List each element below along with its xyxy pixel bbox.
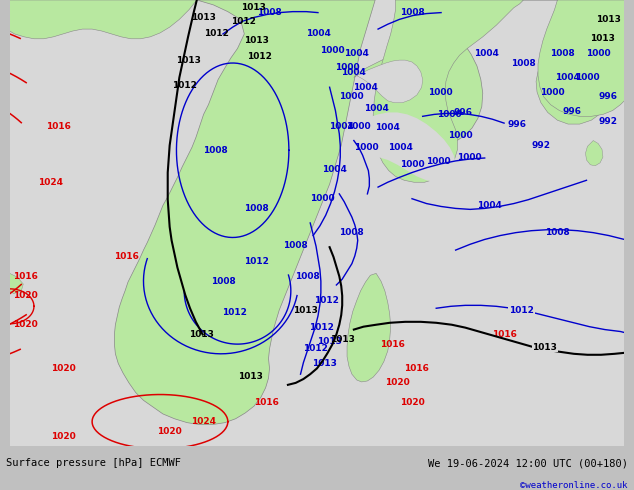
Text: 1000: 1000 <box>320 46 345 55</box>
Text: 1008: 1008 <box>339 228 363 237</box>
Text: 996: 996 <box>562 107 581 116</box>
Text: 1000: 1000 <box>437 110 462 119</box>
Text: 1013: 1013 <box>189 330 214 339</box>
Text: 1012: 1012 <box>245 257 269 266</box>
Text: 1016: 1016 <box>491 330 517 339</box>
Text: 1008: 1008 <box>550 49 574 58</box>
Text: ©weatheronline.co.uk: ©weatheronline.co.uk <box>520 481 628 490</box>
Text: 1004: 1004 <box>375 123 400 132</box>
Text: 1013: 1013 <box>313 359 337 368</box>
Text: 1012: 1012 <box>247 52 272 61</box>
Text: 1013: 1013 <box>245 36 269 45</box>
Text: Surface pressure [hPa] ECMWF: Surface pressure [hPa] ECMWF <box>6 458 181 468</box>
Text: 1012: 1012 <box>231 17 256 26</box>
Text: 1000: 1000 <box>339 93 363 101</box>
Text: 992: 992 <box>531 141 550 150</box>
Text: 1000: 1000 <box>586 49 611 58</box>
Polygon shape <box>586 141 603 166</box>
Text: 1000: 1000 <box>457 152 481 162</box>
Polygon shape <box>359 112 456 182</box>
Text: 992: 992 <box>598 117 618 125</box>
Text: 1008: 1008 <box>210 277 235 286</box>
Polygon shape <box>373 0 524 182</box>
Text: 1013: 1013 <box>590 34 616 43</box>
Text: 1020: 1020 <box>51 364 75 373</box>
Polygon shape <box>536 0 624 124</box>
Text: 1012: 1012 <box>222 308 247 317</box>
Text: 1000: 1000 <box>540 88 565 97</box>
Polygon shape <box>354 47 478 124</box>
Text: 1008: 1008 <box>283 241 308 250</box>
Text: 1008: 1008 <box>295 272 320 281</box>
Text: 1013: 1013 <box>533 343 557 351</box>
Text: 1020: 1020 <box>399 398 424 407</box>
Text: 1004: 1004 <box>353 83 378 92</box>
Text: 1004: 1004 <box>306 29 330 38</box>
Text: 1012: 1012 <box>302 344 328 353</box>
Text: 1016: 1016 <box>254 398 279 407</box>
Text: 1004: 1004 <box>344 49 369 58</box>
Polygon shape <box>10 0 197 39</box>
Text: 1024: 1024 <box>38 178 63 187</box>
Text: 1004: 1004 <box>555 73 579 82</box>
Text: 1016: 1016 <box>13 272 37 281</box>
Text: 1008: 1008 <box>203 146 228 155</box>
Text: 1004: 1004 <box>477 201 502 210</box>
Text: 1020: 1020 <box>13 320 37 329</box>
Text: 1000: 1000 <box>428 88 453 97</box>
Text: 1020: 1020 <box>13 291 37 300</box>
Text: 1013: 1013 <box>191 13 216 22</box>
Text: 1016: 1016 <box>380 340 405 348</box>
Text: 1008: 1008 <box>511 58 536 68</box>
Text: 996: 996 <box>454 108 473 117</box>
Polygon shape <box>495 0 624 116</box>
Text: 1024: 1024 <box>191 417 216 426</box>
Text: 1000: 1000 <box>575 73 600 82</box>
Text: 1004: 1004 <box>388 143 413 152</box>
Text: 1004: 1004 <box>474 49 499 58</box>
Text: 1020: 1020 <box>385 378 410 388</box>
Polygon shape <box>357 60 423 103</box>
Text: 1000: 1000 <box>354 143 378 152</box>
Text: 1000: 1000 <box>335 63 359 73</box>
Text: 1013: 1013 <box>597 15 621 24</box>
Text: 1013: 1013 <box>330 335 354 344</box>
Text: 996: 996 <box>598 93 618 101</box>
Text: 1008: 1008 <box>245 204 269 213</box>
Text: 1008: 1008 <box>399 8 424 17</box>
Text: 1016: 1016 <box>46 122 70 130</box>
Text: 1012: 1012 <box>172 81 197 90</box>
Text: 1004: 1004 <box>329 122 354 130</box>
Text: 1012: 1012 <box>309 323 334 332</box>
Polygon shape <box>347 273 391 382</box>
Text: 1000: 1000 <box>426 157 451 167</box>
Text: 1020: 1020 <box>157 427 182 436</box>
Text: 1012: 1012 <box>204 29 229 38</box>
Text: 1004: 1004 <box>322 165 347 174</box>
Text: 1008: 1008 <box>545 228 570 237</box>
Text: 1000: 1000 <box>309 194 334 203</box>
Text: 1013: 1013 <box>176 55 200 65</box>
Text: 1004: 1004 <box>364 104 389 113</box>
Text: 1016: 1016 <box>113 252 138 261</box>
Text: 1012: 1012 <box>314 296 339 305</box>
Text: 1013: 1013 <box>238 371 262 381</box>
Text: We 19-06-2024 12:00 UTC (00+180): We 19-06-2024 12:00 UTC (00+180) <box>428 458 628 468</box>
Text: 1000: 1000 <box>346 122 371 130</box>
Text: 1000: 1000 <box>399 160 424 169</box>
Text: 1004: 1004 <box>341 68 366 77</box>
Text: 1012: 1012 <box>509 306 534 315</box>
Polygon shape <box>10 273 23 294</box>
Text: 1013: 1013 <box>293 306 318 315</box>
Text: 1008: 1008 <box>257 8 282 17</box>
Polygon shape <box>114 0 375 424</box>
Text: 1020: 1020 <box>51 432 75 441</box>
Text: 1000: 1000 <box>448 131 473 140</box>
Text: 1013: 1013 <box>240 3 266 12</box>
Text: 1016: 1016 <box>404 364 429 373</box>
Text: 1013: 1013 <box>317 337 342 346</box>
Text: 996: 996 <box>507 120 526 128</box>
Polygon shape <box>394 0 482 146</box>
